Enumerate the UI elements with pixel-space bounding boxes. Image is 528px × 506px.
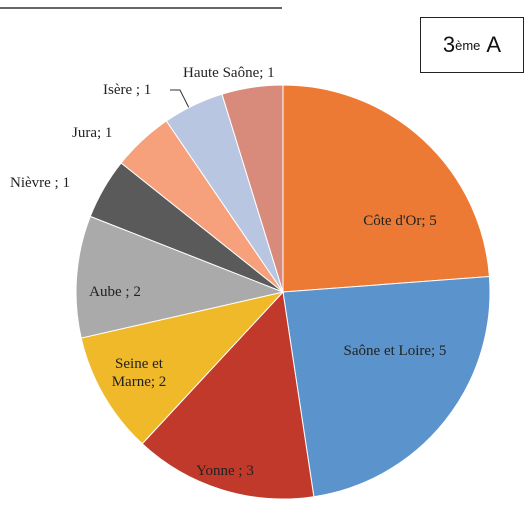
slice-label: Aube ; 2 (89, 284, 141, 300)
leader-line (170, 89, 191, 111)
slice-label: Côte d'Or; 5 (363, 213, 437, 229)
pie-slice (221, 84, 284, 293)
slice-label: Jura; 1 (72, 125, 113, 141)
slice-label: Isère ; 1 (103, 82, 152, 98)
pie-slice (80, 291, 285, 445)
slice-label: Yonne ; 3 (196, 463, 254, 479)
class-badge: 3 ème A (420, 17, 524, 73)
slice-label: Nièvre ; 1 (10, 175, 70, 191)
badge-suffix: A (486, 32, 502, 57)
pie-slice (282, 84, 490, 293)
badge-number: 3 (442, 32, 456, 57)
slice-label: Seine et Marne; 2 (111, 356, 167, 390)
slice-label: Haute Saône; 1 (183, 65, 275, 81)
pie-slice (282, 275, 491, 498)
pie-slice (141, 290, 315, 500)
badge-superscript: ème (455, 37, 481, 53)
slice-label: Saône et Loire; 5 (343, 343, 447, 359)
pie-slice (75, 215, 285, 339)
